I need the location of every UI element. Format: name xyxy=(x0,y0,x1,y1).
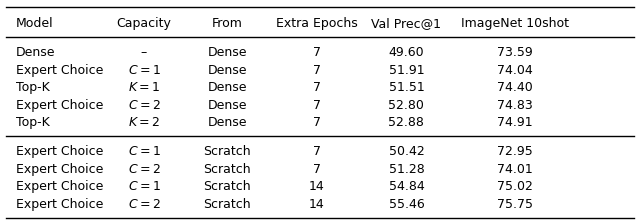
Text: 7: 7 xyxy=(313,145,321,158)
Text: Scratch: Scratch xyxy=(204,180,251,193)
Text: 7: 7 xyxy=(313,64,321,77)
Text: Extra Epochs: Extra Epochs xyxy=(276,17,358,30)
Text: Expert Choice: Expert Choice xyxy=(16,99,104,112)
Text: Expert Choice: Expert Choice xyxy=(16,145,104,158)
Text: 14: 14 xyxy=(309,180,324,193)
Text: $C = 1$: $C = 1$ xyxy=(127,180,161,193)
Text: Top-K: Top-K xyxy=(16,116,50,129)
Text: 73.59: 73.59 xyxy=(497,46,533,59)
Text: 74.83: 74.83 xyxy=(497,99,533,112)
Text: 7: 7 xyxy=(313,99,321,112)
Text: $C = 2$: $C = 2$ xyxy=(127,163,161,176)
Text: $C = 2$: $C = 2$ xyxy=(127,198,161,211)
Text: 49.60: 49.60 xyxy=(388,46,424,59)
Text: Capacity: Capacity xyxy=(116,17,172,30)
Text: 51.91: 51.91 xyxy=(388,64,424,77)
Text: 50.42: 50.42 xyxy=(388,145,424,158)
Text: Dense: Dense xyxy=(207,81,247,94)
Text: Expert Choice: Expert Choice xyxy=(16,64,104,77)
Text: Dense: Dense xyxy=(207,99,247,112)
Text: 14: 14 xyxy=(309,198,324,211)
Text: 51.28: 51.28 xyxy=(388,163,424,176)
Text: Scratch: Scratch xyxy=(204,145,251,158)
Text: 75.02: 75.02 xyxy=(497,180,533,193)
Text: $C = 1$: $C = 1$ xyxy=(127,145,161,158)
Text: 74.40: 74.40 xyxy=(497,81,533,94)
Text: 54.84: 54.84 xyxy=(388,180,424,193)
Text: $C = 2$: $C = 2$ xyxy=(127,99,161,112)
Text: Val Prec@1: Val Prec@1 xyxy=(371,17,442,30)
Text: 7: 7 xyxy=(313,46,321,59)
Text: Top-K: Top-K xyxy=(16,81,50,94)
Text: 55.46: 55.46 xyxy=(388,198,424,211)
Text: $K = 1$: $K = 1$ xyxy=(128,81,160,94)
Text: $C = 1$: $C = 1$ xyxy=(127,64,161,77)
Text: 74.91: 74.91 xyxy=(497,116,533,129)
Text: 51.51: 51.51 xyxy=(388,81,424,94)
Text: Expert Choice: Expert Choice xyxy=(16,163,104,176)
Text: Dense: Dense xyxy=(207,46,247,59)
Text: 52.80: 52.80 xyxy=(388,99,424,112)
Text: 7: 7 xyxy=(313,163,321,176)
Text: $K = 2$: $K = 2$ xyxy=(128,116,160,129)
Text: Dense: Dense xyxy=(16,46,56,59)
Text: Dense: Dense xyxy=(207,116,247,129)
Text: 74.04: 74.04 xyxy=(497,64,533,77)
Text: Scratch: Scratch xyxy=(204,163,251,176)
Text: 52.88: 52.88 xyxy=(388,116,424,129)
Text: 75.75: 75.75 xyxy=(497,198,533,211)
Text: 74.01: 74.01 xyxy=(497,163,533,176)
Text: Scratch: Scratch xyxy=(204,198,251,211)
Text: Dense: Dense xyxy=(207,64,247,77)
Text: –: – xyxy=(141,46,147,59)
Text: Expert Choice: Expert Choice xyxy=(16,180,104,193)
Text: 72.95: 72.95 xyxy=(497,145,533,158)
Text: 7: 7 xyxy=(313,116,321,129)
Text: Model: Model xyxy=(16,17,54,30)
Text: 7: 7 xyxy=(313,81,321,94)
Text: ImageNet 10shot: ImageNet 10shot xyxy=(461,17,569,30)
Text: From: From xyxy=(212,17,243,30)
Text: Expert Choice: Expert Choice xyxy=(16,198,104,211)
